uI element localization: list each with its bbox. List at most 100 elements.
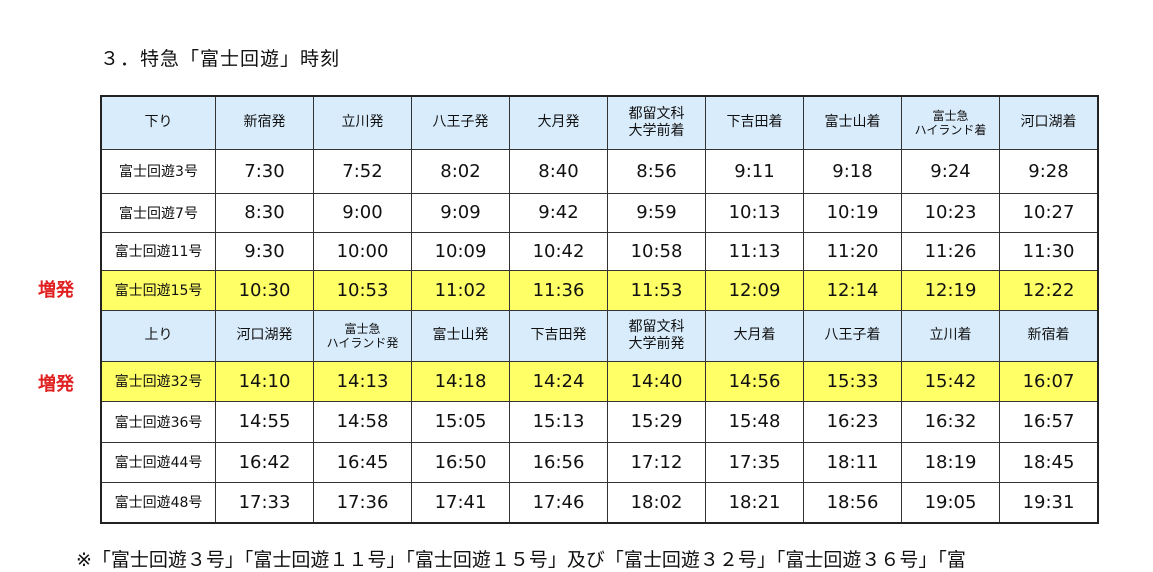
time-cell: 11:20 — [803, 231, 902, 271]
up-header-row: 上り 河口湖発 富士急 ハイランド発 富士山発 下吉田発 都留文科 大学前発 大月着 八王子着… — [100, 309, 1099, 362]
train-row: 富士回遊36号 14:55 14:58 15:05 15:13 15:29 15:48 16:… — [100, 400, 1099, 443]
time-cell: 14:13 — [313, 360, 412, 402]
train-name: 富士回遊48号 — [100, 481, 216, 524]
column-header: 富士急 ハイランド着 — [901, 95, 1000, 150]
time-cell: 12:22 — [999, 269, 1099, 311]
train-row: 富士回遊3号 7:30 7:52 8:02 8:40 8:56 9:11 9:18 9:24 9:… — [100, 148, 1099, 194]
train-name: 富士回遊3号 — [100, 148, 216, 194]
time-cell: 8:30 — [215, 192, 314, 233]
column-header: 新宿発 — [215, 95, 314, 150]
time-cell: 15:42 — [901, 360, 1000, 402]
time-cell: 16:42 — [215, 441, 314, 483]
time-cell: 17:46 — [509, 481, 608, 524]
time-cell: 15:48 — [705, 400, 804, 443]
time-cell: 9:09 — [411, 192, 510, 233]
time-cell: 16:32 — [901, 400, 1000, 443]
column-header: 下り — [100, 95, 216, 150]
column-header: 河口湖発 — [215, 309, 314, 362]
section-title: ３．特急「富士回遊」時刻 — [100, 48, 341, 70]
column-header: 下吉田着 — [705, 95, 804, 150]
time-cell: 9:59 — [607, 192, 706, 233]
time-cell: 14:56 — [705, 360, 804, 402]
time-cell: 11:30 — [999, 231, 1099, 271]
time-cell: 9:18 — [803, 148, 902, 194]
time-cell: 9:11 — [705, 148, 804, 194]
train-row: 富士回遊11号 9:30 10:00 10:09 10:42 10:58 11:13 11:2… — [100, 231, 1099, 271]
time-cell: 11:02 — [411, 269, 510, 311]
time-cell: 11:53 — [607, 269, 706, 311]
time-cell: 18:19 — [901, 441, 1000, 483]
time-cell: 16:50 — [411, 441, 510, 483]
time-cell: 10:00 — [313, 231, 412, 271]
column-header: 大月着 — [705, 309, 804, 362]
column-header: 下吉田発 — [509, 309, 608, 362]
time-cell: 14:55 — [215, 400, 314, 443]
time-cell: 12:14 — [803, 269, 902, 311]
time-cell: 11:26 — [901, 231, 1000, 271]
time-cell: 10:30 — [215, 269, 314, 311]
time-cell: 18:45 — [999, 441, 1099, 483]
time-cell: 19:31 — [999, 481, 1099, 524]
time-cell: 14:24 — [509, 360, 608, 402]
time-cell: 9:30 — [215, 231, 314, 271]
train-row: 富士回遊15号 10:30 10:53 11:02 11:36 11:53 12:09 12:… — [100, 269, 1099, 311]
time-cell: 18:56 — [803, 481, 902, 524]
time-cell: 16:07 — [999, 360, 1099, 402]
time-cell: 9:24 — [901, 148, 1000, 194]
column-header: 富士急 ハイランド発 — [313, 309, 412, 362]
time-cell: 10:09 — [411, 231, 510, 271]
time-cell: 17:12 — [607, 441, 706, 483]
time-cell: 10:53 — [313, 269, 412, 311]
column-header: 新宿着 — [999, 309, 1099, 362]
time-cell: 18:11 — [803, 441, 902, 483]
train-name: 富士回遊11号 — [100, 231, 216, 271]
time-cell: 15:33 — [803, 360, 902, 402]
time-cell: 14:10 — [215, 360, 314, 402]
time-cell: 14:40 — [607, 360, 706, 402]
time-cell: 9:42 — [509, 192, 608, 233]
time-cell: 17:41 — [411, 481, 510, 524]
column-header: 八王子着 — [803, 309, 902, 362]
time-cell: 16:45 — [313, 441, 412, 483]
time-cell: 7:52 — [313, 148, 412, 194]
time-cell: 8:40 — [509, 148, 608, 194]
column-header: 都留文科 大学前着 — [607, 95, 706, 150]
time-cell: 19:05 — [901, 481, 1000, 524]
time-cell: 16:23 — [803, 400, 902, 443]
column-header: 富士山発 — [411, 309, 510, 362]
train-name: 富士回遊36号 — [100, 400, 216, 443]
time-cell: 11:36 — [509, 269, 608, 311]
time-cell: 17:35 — [705, 441, 804, 483]
time-cell: 18:02 — [607, 481, 706, 524]
time-cell: 9:28 — [999, 148, 1099, 194]
column-header: 立川発 — [313, 95, 412, 150]
time-cell: 14:18 — [411, 360, 510, 402]
time-cell: 15:13 — [509, 400, 608, 443]
train-name: 富士回遊32号 — [100, 360, 216, 402]
time-cell: 18:21 — [705, 481, 804, 524]
time-cell: 8:02 — [411, 148, 510, 194]
time-cell: 8:56 — [607, 148, 706, 194]
train-name: 富士回遊15号 — [100, 269, 216, 311]
time-cell: 10:19 — [803, 192, 902, 233]
time-cell: 9:00 — [313, 192, 412, 233]
time-cell: 10:23 — [901, 192, 1000, 233]
time-cell: 15:29 — [607, 400, 706, 443]
column-header: 都留文科 大学前発 — [607, 309, 706, 362]
timetable: 下り 新宿発 立川発 八王子発 大月発 都留文科 大学前着 下吉田着 富士山着 富士急 ハイラン… — [100, 95, 1099, 524]
column-header: 八王子発 — [411, 95, 510, 150]
train-row: 富士回遊32号 14:10 14:13 14:18 14:24 14:40 14:56 15:… — [100, 360, 1099, 402]
extra-train-mark-up: 増発 — [38, 374, 74, 395]
column-header: 大月発 — [509, 95, 608, 150]
train-row: 富士回遊7号 8:30 9:00 9:09 9:42 9:59 10:13 10:19 10:2… — [100, 192, 1099, 233]
time-cell: 11:13 — [705, 231, 804, 271]
time-cell: 10:42 — [509, 231, 608, 271]
time-cell: 10:13 — [705, 192, 804, 233]
train-name: 富士回遊44号 — [100, 441, 216, 483]
time-cell: 7:30 — [215, 148, 314, 194]
down-header-row: 下り 新宿発 立川発 八王子発 大月発 都留文科 大学前着 下吉田着 富士山着 富士急 ハイラン… — [100, 95, 1099, 150]
time-cell: 12:09 — [705, 269, 804, 311]
column-header: 河口湖着 — [999, 95, 1099, 150]
time-cell: 10:58 — [607, 231, 706, 271]
time-cell: 16:56 — [509, 441, 608, 483]
